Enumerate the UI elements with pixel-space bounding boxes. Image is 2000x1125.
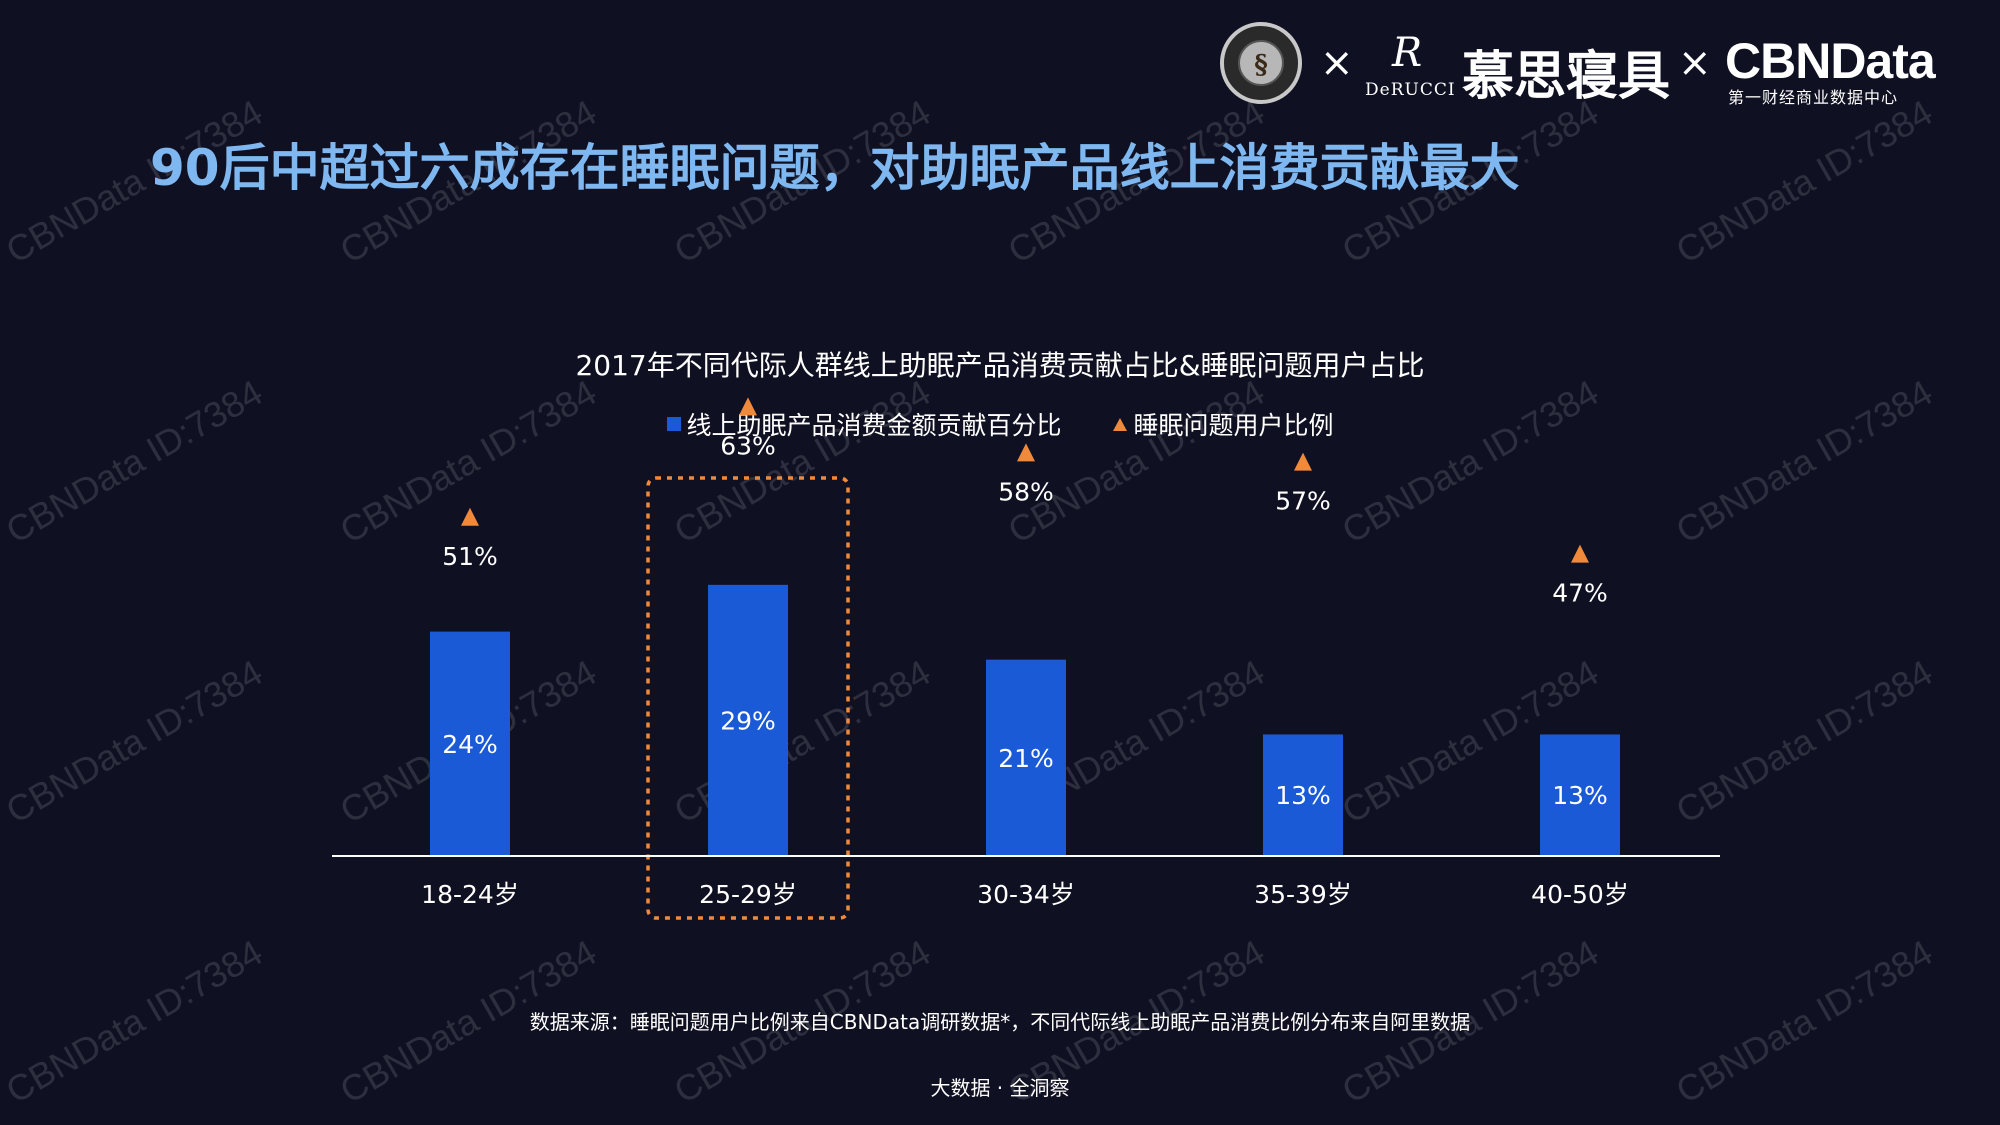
cbndata-subtitle: 第一财经商业数据中心 bbox=[1728, 88, 1899, 107]
marker-value-label: 51% bbox=[442, 542, 498, 571]
footer-tagline: 大数据 · 全洞察 bbox=[930, 1076, 1070, 1100]
marker-value-label: 57% bbox=[1275, 487, 1331, 516]
legend-label-markers: 睡眠问题用户比例 bbox=[1133, 411, 1334, 440]
collab-separator: × bbox=[1320, 40, 1354, 86]
source-note: 数据来源：睡眠问题用户比例来自CBNData调研数据*，不同代际线上助眠产品消费… bbox=[529, 1010, 1471, 1034]
cbndata-logo: CBNData bbox=[1725, 33, 1936, 89]
sleep-research-society-seal-icon: § bbox=[1220, 22, 1302, 104]
highlight-box bbox=[646, 476, 850, 920]
legend-triangle-icon bbox=[1113, 417, 1128, 431]
bar bbox=[1540, 734, 1620, 856]
x-tick-label: 30-34岁 bbox=[977, 880, 1075, 909]
legend-item-bars: 线上助眠产品消费金额贡献百分比 bbox=[666, 406, 1062, 442]
marker-triangle bbox=[461, 507, 479, 526]
bar-value-label: 24% bbox=[442, 730, 498, 759]
marker-triangle bbox=[1017, 443, 1035, 462]
marker-triangle bbox=[1294, 452, 1312, 471]
legend-square-icon bbox=[666, 417, 681, 431]
x-tick-label: 35-39岁 bbox=[1254, 880, 1352, 909]
logo-bar: § × R DeRUCCI 慕思寝具 × CBNData 第一财经商业数据中心 bbox=[1220, 22, 1980, 112]
bar bbox=[986, 659, 1066, 856]
bar-value-label: 29% bbox=[720, 706, 776, 735]
x-tick-label: 40-50岁 bbox=[1531, 880, 1629, 909]
derucci-mark: R bbox=[1392, 30, 1423, 76]
derucci-name: DeRUCCI bbox=[1365, 80, 1456, 100]
marker-value-label: 47% bbox=[1552, 579, 1608, 608]
marker-value-label: 63% bbox=[720, 431, 776, 460]
marker-value-label: 58% bbox=[998, 477, 1054, 506]
legend-label-bars: 线上助眠产品消费金额贡献百分比 bbox=[686, 411, 1062, 440]
chart-legend: 线上助眠产品消费金额贡献百分比 睡眠问题用户比例 bbox=[0, 406, 2000, 442]
chart-title: 2017年不同代际人群线上助眠产品消费贡献占比&睡眠问题用户占比 bbox=[575, 349, 1425, 382]
x-tick-label: 18-24岁 bbox=[421, 880, 519, 909]
bar-value-label: 13% bbox=[1552, 781, 1608, 810]
bar bbox=[708, 584, 788, 856]
marker-triangle bbox=[1571, 544, 1589, 563]
bar bbox=[430, 631, 510, 856]
bar bbox=[1263, 734, 1343, 856]
collab-separator: × bbox=[1678, 40, 1712, 86]
legend-item-markers: 睡眠问题用户比例 bbox=[1113, 406, 1333, 442]
bar-value-label: 13% bbox=[1275, 781, 1331, 810]
brand-name-cn: 慕思寝具 bbox=[1462, 46, 1671, 107]
x-tick-label: 25-29岁 bbox=[699, 880, 797, 909]
bar-value-label: 21% bbox=[998, 744, 1054, 773]
page-title: 90后中超过六成存在睡眠问题，对助眠产品线上消费贡献最大 bbox=[150, 139, 1520, 197]
marker-triangle bbox=[739, 397, 757, 416]
